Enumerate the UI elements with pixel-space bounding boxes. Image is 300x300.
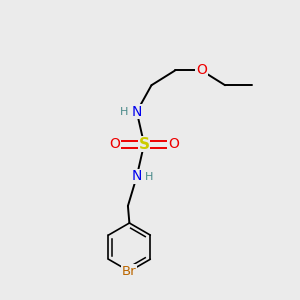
Text: O: O	[168, 137, 179, 151]
Text: N: N	[132, 105, 142, 119]
Text: H: H	[145, 172, 153, 182]
Text: N: N	[132, 169, 142, 184]
Text: Br: Br	[122, 265, 137, 278]
Text: O: O	[109, 137, 120, 151]
Text: O: O	[196, 64, 207, 77]
Text: S: S	[139, 136, 150, 152]
Text: H: H	[120, 107, 129, 117]
